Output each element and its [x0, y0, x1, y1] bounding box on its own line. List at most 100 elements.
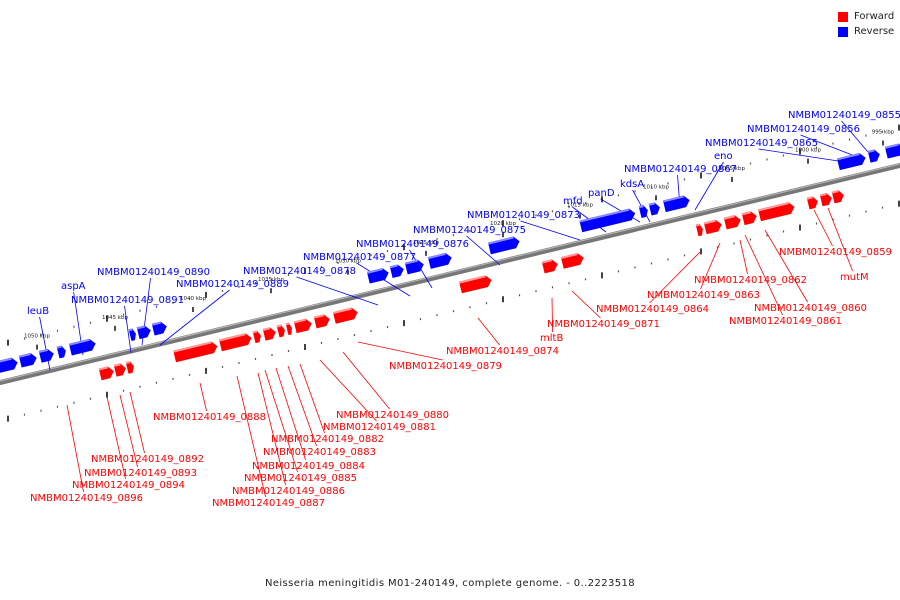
reverse-gene-arrow [366, 268, 389, 284]
leader-line [319, 359, 377, 422]
forward-gene-arrow [293, 318, 312, 334]
reverse-gene-arrow [151, 321, 167, 336]
reverse-gene-arrow [68, 338, 96, 356]
reverse-gene-arrow [18, 353, 37, 368]
forward-gene-arrow [262, 327, 276, 341]
forward-gene-label: NMBM01240149_0896 [30, 493, 143, 504]
leader-line [758, 148, 846, 163]
leader-line [159, 289, 230, 346]
forward-gene-label: NMBM01240149_0859 [779, 247, 892, 258]
forward-gene-label: NMBM01240149_0885 [244, 473, 357, 484]
forward-gene-label: NMBM01240149_0860 [754, 303, 867, 314]
forward-gene-label: NMBM01240149_0881 [323, 422, 436, 433]
label-leader-lines [39, 120, 869, 498]
reverse-gene-label: NMBM01240149_0876 [356, 239, 469, 250]
forward-gene-label: mltB [540, 333, 563, 344]
leader-line [296, 276, 379, 306]
reverse-gene-label: NMBM01240149_0890 [97, 267, 210, 278]
forward-gene-arrow [173, 341, 218, 363]
leader-line [106, 396, 126, 480]
reverse-gene-label: NMBM01240149_0867 [624, 164, 737, 175]
genome-backbone-highlight [0, 163, 900, 382]
scale-label: 1025 kbp [413, 240, 439, 246]
leader-line [477, 317, 500, 346]
gene-labels: NMBM01240149_0855 NMBM01240149_0856 NMBM01… [27, 110, 900, 509]
reverse-gene-arrow [648, 202, 660, 216]
genome-caption: Neisseria meningitidis M01-240149, compl… [264, 578, 636, 589]
forward-gene-label: NMBM01240149_0880 [336, 410, 449, 421]
reverse-gene-label: NMBM01240149_0878 [243, 266, 356, 277]
forward-gene-arrow [723, 215, 741, 230]
reverse-gene-label: aspA [61, 281, 86, 292]
leader-line [287, 365, 317, 447]
leader-line [299, 363, 325, 434]
reverse-gene-arrow [884, 143, 900, 159]
scale-labels: 995 kbp 1000 kbp 1005 kbp 1010 kbp 1015 kbp 1… [24, 130, 895, 350]
reverse-gene-label: leuB [27, 306, 49, 317]
forward-swatch [838, 11, 848, 22]
reverse-gene-arrow [638, 205, 648, 218]
forward-gene-arrow [703, 219, 722, 235]
forward-gene-arrow [252, 330, 261, 344]
scale-label: 995 kbp [872, 130, 895, 136]
scale-label: 1010 kbp [643, 184, 669, 190]
reverse-gene-label: mfd [563, 196, 583, 207]
reverse-gene-arrow [56, 345, 66, 359]
scale-label: 1005 kbp [719, 166, 745, 172]
reverse-gene-arrow [867, 149, 880, 163]
legend-forward-label: Forward [854, 11, 895, 22]
reverse-gene-label: NMBM01240149_0855 [788, 110, 900, 121]
reverse-swatch [838, 26, 848, 37]
reverse-gene-label: NMBM01240149_0877 [303, 252, 416, 263]
genome-backbone [0, 162, 900, 386]
forward-gene-arrow [819, 193, 832, 207]
reverse-gene-label: kdsA [620, 179, 644, 190]
legend-reverse-label: Reverse [854, 26, 895, 37]
forward-gene-arrow [219, 333, 252, 352]
legend-forward: Forward [838, 9, 894, 24]
reverse-gene-arrow [136, 325, 151, 340]
leader-line [199, 382, 207, 412]
leader-line [236, 375, 266, 498]
leader-line [827, 207, 853, 272]
reverse-gene-label: panD [588, 188, 615, 199]
leader-line [342, 351, 390, 410]
legend-reverse: Reverse [838, 24, 894, 39]
forward-gene-arrow [276, 324, 285, 338]
reverse-gene-label: NMBM01240149_0856 [747, 124, 860, 135]
reverse-gene-arrow [0, 357, 18, 374]
forward-gene-label: NMBM01240149_0882 [271, 434, 384, 445]
forward-gene-label: NMBM01240149_0894 [72, 480, 185, 491]
leader-line [520, 220, 581, 241]
leader-line [119, 394, 138, 468]
forward-gene-label: NMBM01240149_0874 [446, 346, 559, 357]
leader-line [841, 120, 869, 153]
forward-gene-arrow [541, 259, 558, 274]
reverse-gene-arrow [427, 252, 452, 269]
reverse-gene-label: eno [714, 151, 733, 162]
forward-gene-label: NMBM01240149_0883 [263, 447, 376, 458]
forward-gene-label: mutM [840, 272, 869, 283]
reverse-gene-label: NMBM01240149_0891 [71, 295, 184, 306]
reverse-gene-arrow [488, 236, 520, 255]
forward-gene-arrow [285, 322, 292, 336]
leader-line [649, 251, 701, 304]
forward-gene-arrow [113, 363, 126, 377]
leader-line [600, 198, 641, 223]
leader-line [700, 242, 721, 290]
forward-gene-arrow [125, 361, 134, 374]
scale-label: 1050 kbp [24, 334, 50, 340]
forward-gene-label: NMBM01240149_0864 [596, 304, 709, 315]
leader-line [66, 404, 84, 493]
leader-line [39, 316, 51, 371]
reverse-gene-arrow [836, 153, 866, 171]
reverse-gene-arrow [128, 328, 136, 342]
forward-gene-arrow [459, 275, 492, 294]
reverse-gene-label: NMBM01240149_0873 [467, 210, 580, 221]
leader-line [571, 290, 601, 319]
reverse-gene-arrow [389, 264, 404, 279]
scale-label: 1020 kbp [490, 221, 516, 227]
forward-gene-arrow [695, 223, 703, 237]
leader-line [466, 235, 501, 266]
